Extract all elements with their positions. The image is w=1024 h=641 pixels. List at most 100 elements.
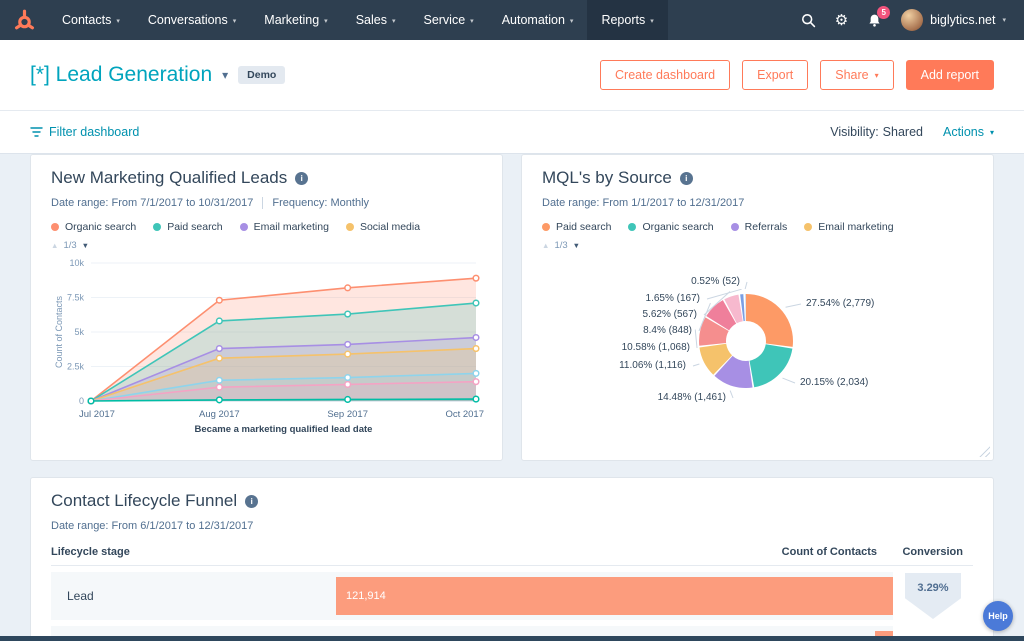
avatar [901, 9, 924, 31]
filter-bar: Filter dashboard Visibility: Shared Acti… [0, 110, 1024, 154]
data-point [472, 299, 480, 307]
page-title: [*] Lead Generation [30, 63, 213, 86]
data-point [472, 345, 480, 353]
top-navbar: Contacts ▾ Conversations ▾ Marketing ▾ Sales ▾ S… [0, 0, 1024, 40]
legend-item-referrals[interactable]: Referrals [730, 221, 787, 233]
pager-down-icon[interactable]: ▼ [81, 241, 90, 250]
svg-text:5k: 5k [74, 327, 84, 337]
funnel-rows: Lead 121,914 3.29% [51, 572, 973, 641]
visibility-status: Visibility: Shared [830, 125, 923, 139]
chevron-down-icon: ▾ [650, 17, 654, 25]
funnel-bar-area: 121,914 [336, 577, 893, 615]
info-icon[interactable]: i [295, 171, 309, 185]
data-point [215, 296, 223, 304]
data-point [215, 376, 223, 384]
share-button-label: Share [835, 68, 869, 82]
legend-item-email-marketing[interactable]: Email marketing [804, 221, 894, 233]
legend-item-organic-search[interactable]: Organic search [51, 221, 136, 233]
legend-item-paid-search[interactable]: Paid search [153, 221, 223, 233]
donut-slice [699, 294, 793, 388]
legend-label: Social media [359, 221, 421, 233]
bottom-strip [0, 636, 1024, 641]
legend-item-email-marketing[interactable]: Email marketing [239, 221, 329, 233]
help-button[interactable]: Help [983, 601, 1013, 631]
chart-legend: Paid search Organic search Referrals Email … [542, 221, 973, 233]
nav-item-label: Reports [601, 13, 646, 27]
export-button[interactable]: Export [742, 60, 809, 90]
settings-gear-icon[interactable]: ⚙ [834, 11, 849, 29]
legend-label: Organic search [642, 221, 714, 233]
card-title: MQL's by Source [542, 168, 672, 187]
legend-label: Email marketing [253, 221, 329, 233]
conversion-badge: 3.29% [905, 573, 961, 619]
column-lifecycle-stage: Lifecycle stage [51, 546, 130, 558]
pager-up-icon[interactable]: ▲ [51, 241, 59, 250]
share-button[interactable]: Share ▾ [820, 60, 894, 90]
legend-dot-icon [153, 223, 162, 231]
pager-up-icon[interactable]: ▲ [542, 241, 550, 250]
account-menu[interactable]: biglytics.net ▾ [901, 9, 1006, 31]
pager-page: 1/3 [554, 240, 568, 251]
nav-item-sales[interactable]: Sales ▾ [342, 0, 410, 40]
nav-item-automation[interactable]: Automation ▾ [488, 0, 588, 40]
chevron-down-icon: ▾ [989, 127, 994, 137]
legend-dot-icon [345, 223, 354, 231]
donut-chart: 27.54% (2,779) 20.15% (2,034) 14.48% (1,46… [542, 255, 973, 445]
notifications-bell-icon[interactable]: 5 [867, 5, 891, 28]
data-point [344, 284, 352, 292]
resize-handle[interactable] [979, 446, 990, 457]
chevron-down-icon: ▾ [569, 17, 574, 25]
funnel-bar-count: 121,914 [346, 590, 386, 602]
hubspot-logo-icon[interactable] [0, 0, 48, 40]
data-point [344, 310, 352, 318]
funnel-row-main: Lead 121,914 [51, 572, 893, 620]
nav-item-conversations[interactable]: Conversations ▾ [134, 0, 250, 40]
donut-slice [699, 294, 793, 388]
funnel-row: Lead 121,914 3.29% [51, 572, 973, 620]
data-point [472, 369, 480, 377]
chevron-down-icon: ▾ [1002, 17, 1006, 24]
nav-item-reports[interactable]: Reports ▾ [587, 0, 668, 40]
account-name: biglytics.net [930, 13, 996, 27]
svg-text:Count of Contacts: Count of Contacts [54, 295, 64, 368]
donut-callout-line [706, 288, 742, 300]
data-point [344, 380, 352, 388]
donut-slice [699, 294, 793, 388]
conversion-cell: 3.29% [893, 572, 973, 620]
visibility-value: Shared [882, 125, 923, 139]
svg-text:7.5k: 7.5k [67, 293, 85, 303]
nav-item-label: Marketing [264, 13, 320, 27]
create-dashboard-button[interactable]: Create dashboard [600, 60, 731, 90]
donut-callout-line [729, 390, 734, 399]
line-chart: 0 2.5k 5k 7.5k 10k Jul 2017 Aug 2017 Sep 2017 Oc… [54, 258, 484, 435]
filter-dashboard-link[interactable]: Filter dashboard [30, 125, 139, 139]
funnel-bar[interactable]: 121,914 [336, 577, 893, 615]
legend-dot-icon [804, 223, 813, 231]
filter-icon [30, 127, 43, 137]
nav-item-marketing[interactable]: Marketing ▾ [250, 0, 341, 40]
series-area [91, 278, 476, 401]
add-report-button[interactable]: Add report [905, 60, 994, 90]
search-icon[interactable] [801, 13, 816, 28]
dashboard-switcher-caret-icon[interactable]: ▾ [222, 68, 229, 82]
nav-item-label: Sales [355, 13, 387, 27]
nav-item-label: Automation [501, 13, 565, 27]
legend-label: Paid search [556, 221, 612, 233]
legend-dot-icon [628, 223, 637, 231]
legend-item-social-media[interactable]: Social media [345, 221, 421, 233]
card-title: New Marketing Qualified Leads [51, 168, 288, 187]
info-icon[interactable]: i [679, 171, 693, 185]
legend-dot-icon [542, 223, 550, 231]
nav-item-contacts[interactable]: Contacts ▾ [48, 0, 134, 40]
nav-item-service[interactable]: Service ▾ [409, 0, 487, 40]
legend-item-organic-search[interactable]: Organic search [628, 221, 714, 233]
svg-text:Became a marketing qualified l: Became a marketing qualified lead date [195, 424, 373, 435]
data-point [215, 345, 223, 353]
nav-item-label: Conversations [147, 13, 228, 27]
legend-item-paid-search[interactable]: Paid search [542, 221, 611, 233]
data-point [344, 350, 352, 358]
info-icon[interactable]: i [245, 494, 259, 508]
pager-down-icon[interactable]: ▼ [572, 241, 581, 250]
svg-text:2.5k: 2.5k [67, 362, 85, 372]
actions-menu[interactable]: Actions ▾ [943, 125, 994, 139]
